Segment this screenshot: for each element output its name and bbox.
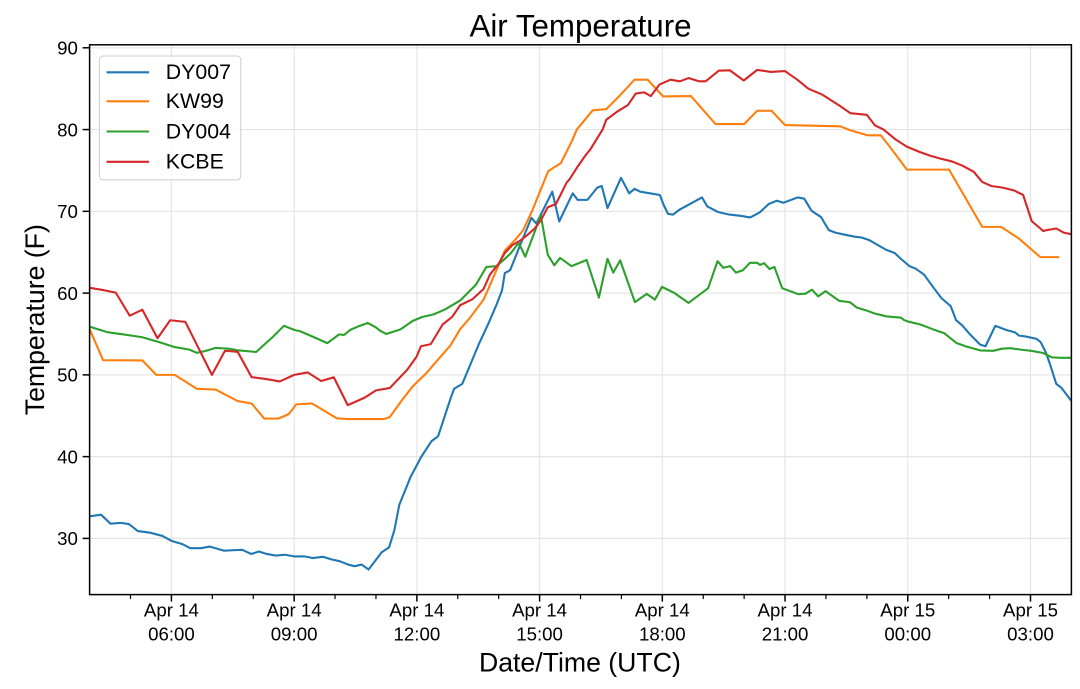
svg-text:12:00: 12:00 — [394, 623, 441, 644]
svg-text:03:00: 03:00 — [1007, 623, 1054, 644]
svg-text:Date/Time (UTC): Date/Time (UTC) — [479, 648, 681, 678]
svg-text:06:00: 06:00 — [148, 623, 195, 644]
svg-text:KCBE: KCBE — [166, 150, 224, 174]
svg-text:90: 90 — [57, 38, 78, 59]
svg-text:Apr 14: Apr 14 — [144, 600, 199, 621]
svg-text:18:00: 18:00 — [639, 623, 686, 644]
svg-text:30: 30 — [57, 528, 78, 549]
svg-text:09:00: 09:00 — [271, 623, 318, 644]
svg-text:Temperature (F): Temperature (F) — [20, 224, 50, 415]
svg-text:50: 50 — [57, 365, 78, 386]
svg-text:15:00: 15:00 — [516, 623, 563, 644]
svg-text:Air Temperature: Air Temperature — [469, 9, 691, 44]
svg-text:21:00: 21:00 — [762, 623, 809, 644]
svg-text:40: 40 — [57, 446, 78, 467]
svg-text:70: 70 — [57, 201, 78, 222]
svg-text:DY007: DY007 — [166, 60, 231, 84]
svg-text:KW99: KW99 — [166, 89, 224, 113]
svg-text:60: 60 — [57, 283, 78, 304]
svg-text:Apr 14: Apr 14 — [389, 600, 444, 621]
svg-text:Apr 14: Apr 14 — [758, 600, 813, 621]
svg-text:DY004: DY004 — [166, 119, 231, 143]
svg-text:Apr 15: Apr 15 — [880, 600, 935, 621]
svg-text:Apr 14: Apr 14 — [635, 600, 690, 621]
svg-text:00:00: 00:00 — [884, 623, 931, 644]
svg-text:Apr 14: Apr 14 — [512, 600, 567, 621]
svg-text:Apr 14: Apr 14 — [267, 600, 322, 621]
svg-text:80: 80 — [57, 119, 78, 140]
svg-text:Apr 15: Apr 15 — [1003, 600, 1058, 621]
